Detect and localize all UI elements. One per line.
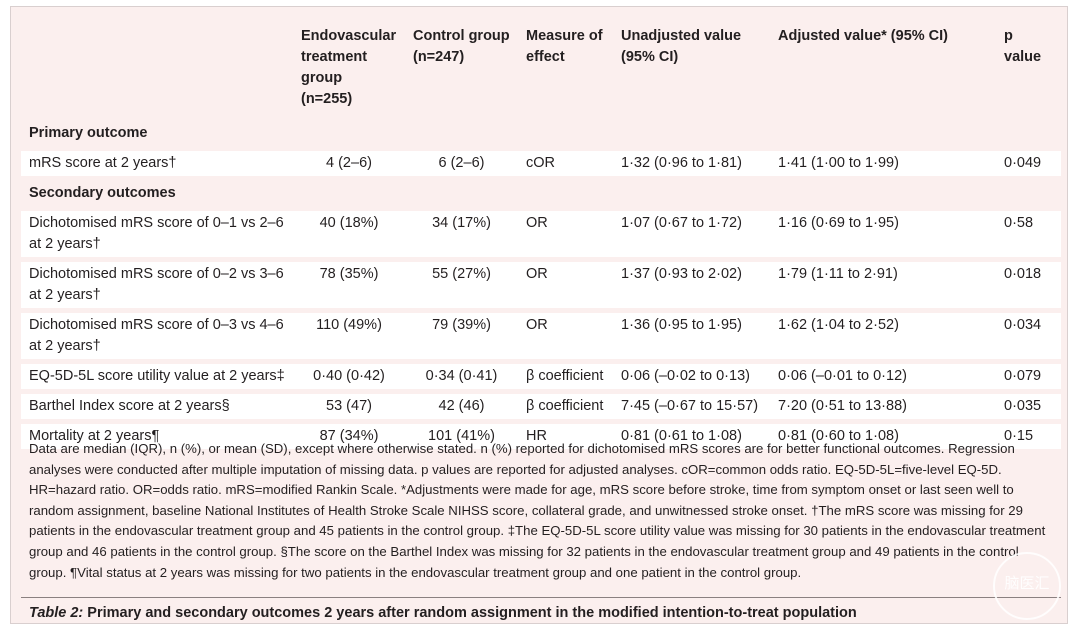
cell: 79 (39%) [405, 313, 518, 359]
cell: EQ-5D-5L score utility value at 2 years‡ [21, 364, 293, 389]
caption-label: Table 2: [29, 605, 84, 621]
cell: 4 (2–6) [293, 151, 405, 176]
cell: 0·34 (0·41) [405, 364, 518, 389]
header-cell: Endovascular treatment group (n=255) [301, 28, 397, 107]
header-cell: Measure of effect [526, 28, 603, 65]
cell: 1·07 (0·67 to 1·72) [613, 211, 770, 257]
cell: Dichotomised mRS score of 0–1 vs 2–6 at … [21, 211, 293, 257]
cell: 1·32 (0·96 to 1·81) [613, 151, 770, 176]
cell: cOR [518, 151, 613, 176]
cell: 0·40 (0·42) [293, 364, 405, 389]
section-title: Secondary outcomes [29, 185, 176, 201]
cell: β coefficient [518, 364, 613, 389]
rule [21, 597, 1061, 598]
cell: Dichotomised mRS score of 0–2 vs 3–6 at … [21, 262, 293, 308]
section-row: Secondary outcomes [21, 181, 1061, 206]
cell: OR [518, 211, 613, 257]
cell: 7·20 (0·51 to 13·88) [770, 394, 996, 419]
data-row: Dichotomised mRS score of 0–1 vs 2–6 at … [21, 211, 1061, 257]
cell: 87 (34%) [293, 424, 405, 449]
header-cell [21, 22, 293, 116]
cell: 1·41 (1·00 to 1·99) [770, 151, 996, 176]
data-row: mRS score at 2 years† 4 (2–6) 6 (2–6) cOR 1·… [21, 151, 1061, 176]
cell: 7·45 (–0·67 to 15·57) [613, 394, 770, 419]
header-cell: Adjusted value* (95% CI) [778, 28, 949, 44]
section-title: Primary outcome [29, 125, 148, 141]
cell: 6 (2–6) [405, 151, 518, 176]
data-row: Dichotomised mRS score of 0–2 vs 3–6 at … [21, 262, 1061, 308]
watermark: 脑医汇 [993, 552, 1061, 620]
cell: 0·15 [996, 424, 1061, 449]
cell: 1·79 (1·11 to 2·91) [770, 262, 996, 308]
cell: OR [518, 262, 613, 308]
header-cell: Control group (n=247) [413, 28, 510, 65]
cell: 34 (17%) [405, 211, 518, 257]
table-panel: Endovascular treatment group (n=255) Cont… [10, 6, 1068, 624]
cell: 0·035 [996, 394, 1061, 419]
cell: HR [518, 424, 613, 449]
cell: 1·16 (0·69 to 1·95) [770, 211, 996, 257]
cell: 1·62 (1·04 to 2·52) [770, 313, 996, 359]
data-row: Barthel Index score at 2 years§ 53 (47) 42… [21, 394, 1061, 419]
data-row: Mortality at 2 years¶ 87 (34%) 101 (41%) HR… [21, 424, 1061, 449]
cell: Barthel Index score at 2 years§ [21, 394, 293, 419]
cell: 0·018 [996, 262, 1061, 308]
cell: 0·034 [996, 313, 1061, 359]
caption: Table 2: Primary and secondary outcomes … [29, 602, 857, 624]
cell: 101 (41%) [405, 424, 518, 449]
cell: OR [518, 313, 613, 359]
cell: 0·049 [996, 151, 1061, 176]
cell: 55 (27%) [405, 262, 518, 308]
cell: 78 (35%) [293, 262, 405, 308]
cell: 1·37 (0·93 to 2·02) [613, 262, 770, 308]
cell: Mortality at 2 years¶ [21, 424, 293, 449]
cell: 0·079 [996, 364, 1061, 389]
cell: 0·81 (0·60 to 1·08) [770, 424, 996, 449]
cell: Dichotomised mRS score of 0–3 vs 4–6 at … [21, 313, 293, 359]
cell: 0·58 [996, 211, 1061, 257]
cell: 1·36 (0·95 to 1·95) [613, 313, 770, 359]
cell: 0·81 (0·61 to 1·08) [613, 424, 770, 449]
data-row: Dichotomised mRS score of 0–3 vs 4–6 at … [21, 313, 1061, 359]
cell: 110 (49%) [293, 313, 405, 359]
header-cell: Unadjusted value (95% CI) [621, 28, 742, 65]
outcomes-table: Endovascular treatment group (n=255) Cont… [21, 17, 1061, 454]
header-row: Endovascular treatment group (n=255) Cont… [21, 22, 1061, 116]
section-row: Primary outcome [21, 121, 1061, 146]
cell: 0·06 (–0·01 to 0·12) [770, 364, 996, 389]
cell: 40 (18%) [293, 211, 405, 257]
header-cell: p value [1004, 28, 1042, 65]
data-row: EQ-5D-5L score utility value at 2 years‡… [21, 364, 1061, 389]
cell: 42 (46) [405, 394, 518, 419]
cell: mRS score at 2 years† [21, 151, 293, 176]
cell: β coefficient [518, 394, 613, 419]
cell: 53 (47) [293, 394, 405, 419]
footnote: Data are median (IQR), n (%), or mean (S… [29, 441, 1046, 580]
caption-text: Primary and secondary outcomes 2 years a… [87, 605, 857, 621]
cell: 0·06 (–0·02 to 0·13) [613, 364, 770, 389]
